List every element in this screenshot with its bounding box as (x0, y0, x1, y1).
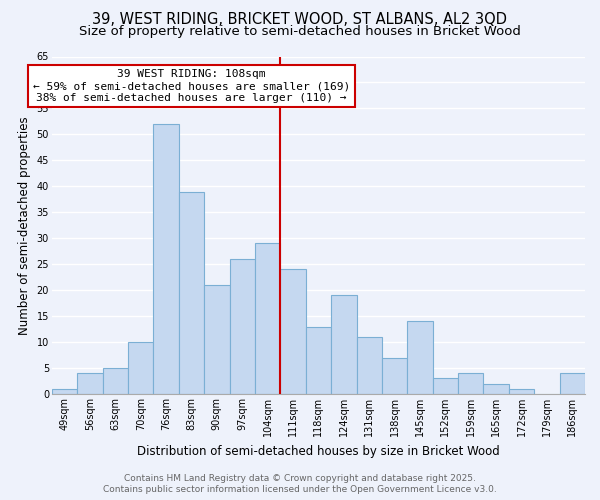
Bar (255, 244, 280, 394)
Bar (103, 368, 128, 394)
Bar (204, 285, 230, 394)
Text: 39, WEST RIDING, BRICKET WOOD, ST ALBANS, AL2 3QD: 39, WEST RIDING, BRICKET WOOD, ST ALBANS… (92, 12, 508, 28)
Bar (128, 342, 154, 394)
Bar (484, 384, 509, 394)
Text: 39 WEST RIDING: 108sqm
← 59% of semi-detached houses are smaller (169)
38% of se: 39 WEST RIDING: 108sqm ← 59% of semi-det… (33, 70, 350, 102)
Bar (179, 192, 204, 394)
X-axis label: Distribution of semi-detached houses by size in Bricket Wood: Distribution of semi-detached houses by … (137, 444, 500, 458)
Bar (356, 337, 382, 394)
Bar (306, 326, 331, 394)
Bar (280, 270, 306, 394)
Bar (458, 373, 484, 394)
Bar (407, 322, 433, 394)
Bar (331, 296, 356, 394)
Bar (77, 373, 103, 394)
Bar (433, 378, 458, 394)
Bar (154, 124, 179, 394)
Text: Contains HM Land Registry data © Crown copyright and database right 2025.
Contai: Contains HM Land Registry data © Crown c… (103, 474, 497, 494)
Bar (52, 389, 77, 394)
Y-axis label: Number of semi-detached properties: Number of semi-detached properties (18, 116, 31, 334)
Bar (509, 389, 534, 394)
Bar (560, 373, 585, 394)
Text: Size of property relative to semi-detached houses in Bricket Wood: Size of property relative to semi-detach… (79, 25, 521, 38)
Bar (230, 259, 255, 394)
Bar (382, 358, 407, 394)
